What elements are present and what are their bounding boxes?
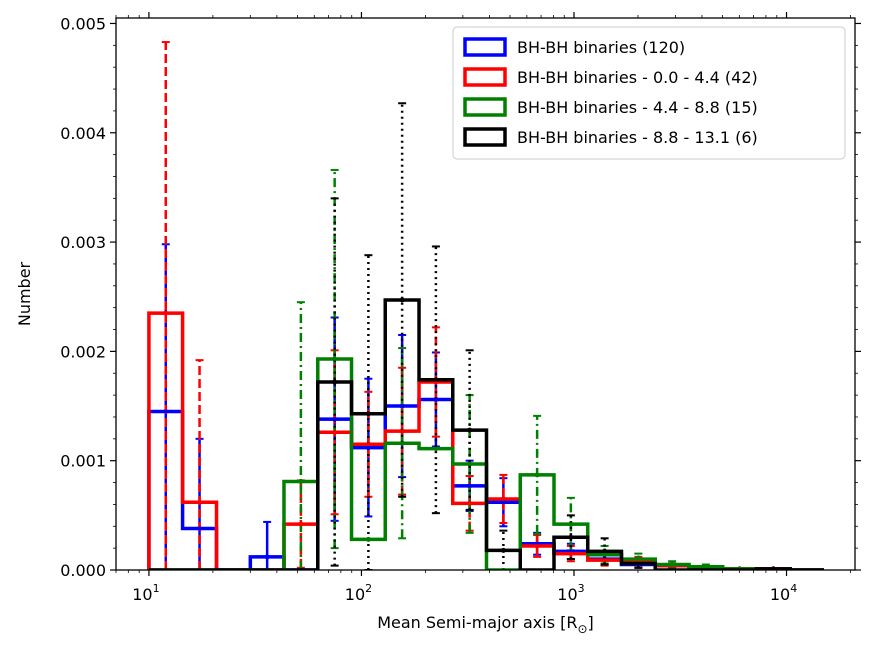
histogram-series-2 [148, 357, 824, 570]
legend-label-3: BH-BH binaries - 8.8 - 13.1 (6) [517, 128, 758, 147]
x-tick-exponent: 1 [153, 582, 160, 595]
y-tick-label-4: 0.004 [60, 124, 106, 143]
plot-inner [147, 41, 824, 570]
legend-swatch-3 [463, 127, 507, 147]
x-axis-label: Mean Semi-major axis [R⊙] [377, 613, 594, 636]
x-tick-exponent: 3 [578, 582, 585, 595]
legend-label-1: BH-BH binaries - 0.0 - 4.4 (42) [517, 68, 758, 87]
legend-label-2: BH-BH binaries - 4.4 - 8.8 (15) [517, 98, 758, 117]
y-tick-label-5: 0.005 [60, 14, 106, 33]
legend: BH-BH binaries (120) BH-BH binaries - 0.0… [452, 26, 846, 160]
x-axis-label-subscript: ⊙ [577, 622, 587, 636]
legend-swatch-0 [463, 37, 507, 57]
legend-label-0: BH-BH binaries (120) [517, 38, 685, 57]
legend-box [452, 26, 846, 160]
y-axis-label: Number [15, 261, 34, 326]
y-tick-label-3: 0.003 [60, 233, 106, 252]
legend-swatch-2 [463, 97, 507, 117]
x-tick-exponent: 4 [790, 582, 797, 595]
y-tick-label-2: 0.002 [60, 342, 106, 361]
y-tick-label-1: 0.001 [60, 452, 106, 471]
plot-area [147, 41, 824, 570]
x-tick-exponent: 2 [365, 582, 372, 595]
histogram-series-3 [148, 298, 824, 570]
y-tick-label-0: 0.000 [60, 561, 106, 580]
axes-frame [115, 17, 856, 571]
x-axis-label-close: ] [588, 613, 594, 632]
legend-swatch-1 [463, 67, 507, 87]
